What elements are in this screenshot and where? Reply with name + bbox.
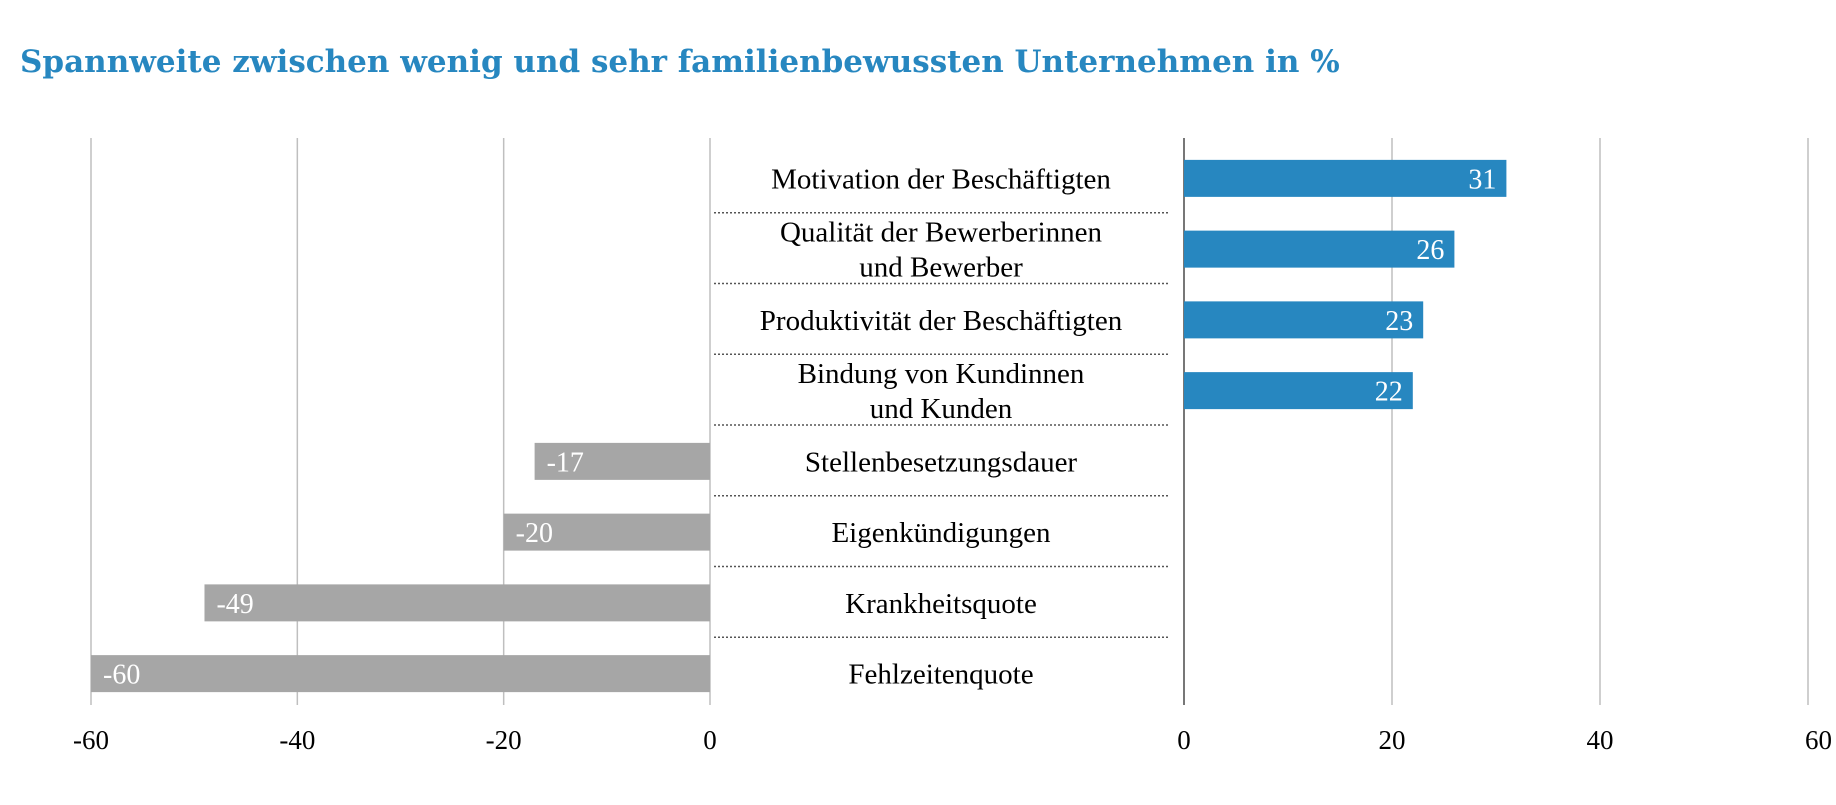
tick-label-negative-2: -20 [486,725,522,755]
category-label-4: Stellenbesetzungsdauer [805,446,1078,478]
category-label-6-line-0: Krankheitsquote [845,588,1037,620]
category-label-3-line-1: und Kunden [870,393,1013,425]
bar-4 [534,442,710,480]
category-label-0-line-0: Motivation der Beschäftigten [771,163,1111,195]
tick-label-negative-0: -60 [73,725,109,755]
data-label-3: 22 [1375,377,1403,408]
category-label-1-line-1: und Bewerber [859,252,1023,284]
tick-label-negative-1: -40 [279,725,315,755]
category-label-2: Produktivität der Beschäftigten [760,305,1123,337]
category-label-4-line-0: Stellenbesetzungsdauer [805,446,1078,478]
data-label-1: 26 [1416,235,1444,266]
category-label-3: Bindung von Kundinnen und Kunden [798,358,1085,425]
data-label-7: -60 [103,660,140,691]
grid-layer [90,138,1809,705]
bar-0 [1184,159,1507,197]
separator-layer [714,212,1170,638]
bar-5 [503,513,710,551]
tick-label-positive-3: 60 [1805,725,1832,755]
bar-3 [1184,372,1413,410]
data-label-6: -49 [216,589,253,620]
data-label-0: 31 [1468,164,1496,195]
category-label-6: Krankheitsquote [845,588,1037,620]
data-label-5: -20 [516,518,553,549]
bar-6 [204,584,710,622]
bar-1 [1184,230,1455,268]
category-label-7: Fehlzeitenquote [848,659,1033,691]
tick-layer: -60 -40 -20 0 0 20 40 60 [73,725,1832,755]
data-label-2: 23 [1385,306,1413,337]
tick-label-positive-1: 20 [1379,725,1406,755]
label-layer: 31 Motivation der Beschäftigten 26 Qualität… [103,163,1496,690]
category-label-1: Qualität der Bewerberinnen und Bewerber [780,217,1103,284]
tick-label-positive-0: 0 [1177,725,1191,755]
data-label-4: -17 [547,447,584,478]
bar-2 [1184,301,1424,339]
category-label-1-line-0: Qualität der Bewerberinnen [780,217,1103,249]
chart-title: Spannweite zwischen wenig und sehr famil… [20,44,1340,80]
category-label-2-line-0: Produktivität der Beschäftigten [760,305,1123,337]
bar-7 [91,655,710,693]
category-label-5-line-0: Eigenkündigungen [831,517,1051,549]
category-label-0: Motivation der Beschäftigten [771,163,1111,195]
tick-label-negative-3: 0 [703,725,717,755]
tick-label-positive-2: 40 [1587,725,1614,755]
category-label-3-line-0: Bindung von Kundinnen [798,358,1085,390]
category-label-5: Eigenkündigungen [831,517,1051,549]
category-label-7-line-0: Fehlzeitenquote [848,659,1033,691]
bar-layer [91,159,1507,693]
